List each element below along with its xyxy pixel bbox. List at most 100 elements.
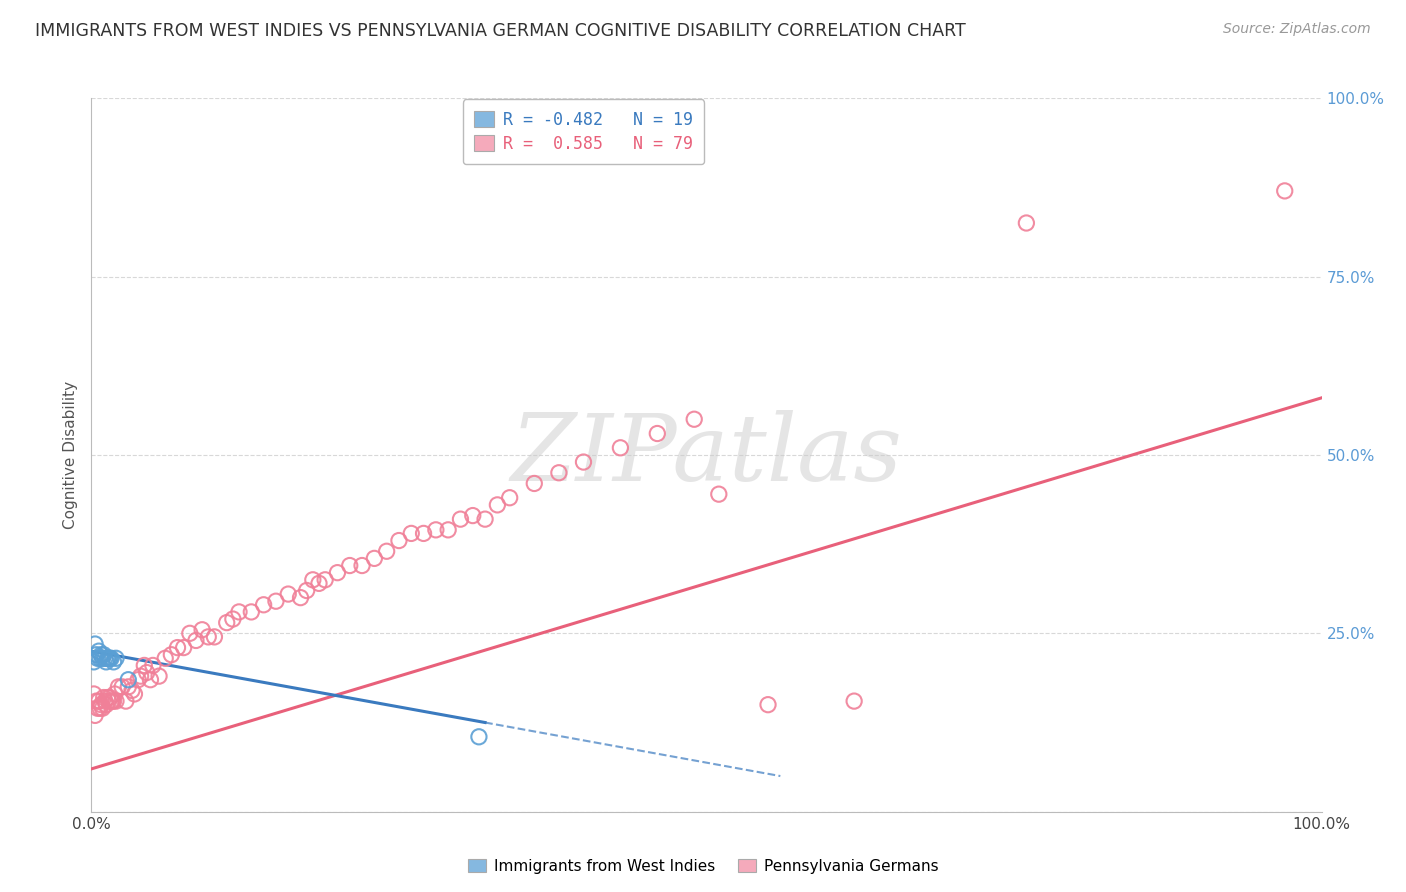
Point	[1274, 184, 1296, 198]
Point	[84, 708, 107, 723]
Point	[609, 441, 631, 455]
Point	[86, 648, 108, 662]
Point	[498, 491, 520, 505]
Point	[139, 673, 162, 687]
Y-axis label: Cognitive Disability: Cognitive Disability	[63, 381, 79, 529]
Point	[104, 687, 127, 701]
Point	[191, 623, 214, 637]
Point	[105, 651, 127, 665]
Point	[91, 651, 114, 665]
Point	[645, 426, 669, 441]
Point	[98, 651, 121, 665]
Point	[134, 658, 156, 673]
Point	[89, 701, 111, 715]
Point	[87, 644, 110, 658]
Point	[352, 558, 374, 573]
Point	[339, 558, 361, 573]
Point	[264, 594, 287, 608]
Point	[253, 598, 276, 612]
Point	[142, 658, 165, 673]
Point	[98, 690, 121, 705]
Point	[103, 694, 125, 708]
Point	[96, 655, 117, 669]
Point	[301, 573, 323, 587]
Point	[375, 544, 398, 558]
Point	[89, 651, 111, 665]
Point	[202, 630, 225, 644]
Point	[111, 680, 134, 694]
Point	[124, 687, 146, 701]
Point	[86, 651, 108, 665]
Point	[87, 694, 110, 708]
Point	[437, 523, 460, 537]
Point	[84, 637, 107, 651]
Point	[399, 526, 422, 541]
Point	[572, 455, 595, 469]
Point	[96, 651, 118, 665]
Point	[94, 651, 117, 665]
Point	[103, 655, 125, 669]
Point	[91, 701, 114, 715]
Point	[184, 633, 207, 648]
Point	[148, 669, 170, 683]
Legend: R = -0.482   N = 19, R =  0.585   N = 79: R = -0.482 N = 19, R = 0.585 N = 79	[463, 99, 704, 164]
Point	[474, 512, 496, 526]
Point	[93, 648, 115, 662]
Point	[756, 698, 779, 712]
Point	[308, 576, 330, 591]
Point	[96, 698, 117, 712]
Point	[127, 673, 149, 687]
Point	[277, 587, 299, 601]
Point	[449, 512, 471, 526]
Point	[1015, 216, 1038, 230]
Point	[94, 694, 117, 708]
Point	[166, 640, 188, 655]
Point	[86, 694, 108, 708]
Point	[523, 476, 546, 491]
Text: ZIPatlas: ZIPatlas	[510, 410, 903, 500]
Point	[96, 690, 118, 705]
Point	[135, 665, 157, 680]
Point	[97, 694, 120, 708]
Point	[295, 583, 318, 598]
Point	[222, 612, 245, 626]
Point	[114, 694, 138, 708]
Point	[314, 573, 336, 587]
Point	[363, 551, 385, 566]
Point	[83, 655, 105, 669]
Point	[707, 487, 730, 501]
Point	[486, 498, 509, 512]
Point	[197, 630, 219, 644]
Point	[173, 640, 195, 655]
Point	[160, 648, 183, 662]
Point	[100, 694, 122, 708]
Legend: Immigrants from West Indies, Pennsylvania Germans: Immigrants from West Indies, Pennsylvani…	[461, 853, 945, 880]
Point	[100, 651, 122, 665]
Point	[228, 605, 250, 619]
Point	[93, 690, 115, 705]
Point	[90, 698, 112, 712]
Point	[117, 673, 139, 687]
Point	[107, 680, 129, 694]
Point	[412, 526, 434, 541]
Point	[842, 694, 865, 708]
Point	[101, 694, 124, 708]
Point	[86, 701, 108, 715]
Point	[129, 669, 152, 683]
Point	[547, 466, 569, 480]
Point	[215, 615, 238, 630]
Point	[683, 412, 706, 426]
Point	[468, 730, 491, 744]
Point	[90, 648, 112, 662]
Point	[425, 523, 447, 537]
Point	[121, 683, 143, 698]
Point	[153, 651, 177, 665]
Point	[388, 533, 411, 548]
Text: Source: ZipAtlas.com: Source: ZipAtlas.com	[1223, 22, 1371, 37]
Point	[240, 605, 263, 619]
Point	[97, 651, 120, 665]
Point	[83, 687, 105, 701]
Text: IMMIGRANTS FROM WEST INDIES VS PENNSYLVANIA GERMAN COGNITIVE DISABILITY CORRELAT: IMMIGRANTS FROM WEST INDIES VS PENNSYLVA…	[35, 22, 966, 40]
Point	[326, 566, 349, 580]
Point	[179, 626, 201, 640]
